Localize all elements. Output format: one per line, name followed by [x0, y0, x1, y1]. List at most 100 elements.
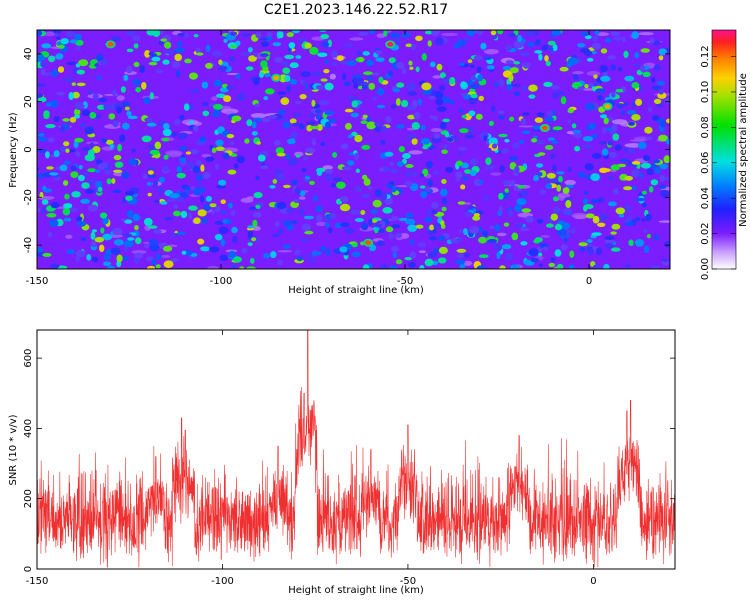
heatmap-cell	[291, 122, 301, 127]
heatmap-cell	[260, 37, 268, 41]
heatmap-cell	[135, 86, 142, 93]
heatmap-cell	[401, 99, 409, 108]
heatmap-cell	[124, 106, 130, 111]
heatmap-cell	[586, 57, 594, 62]
heatmap-cell	[76, 216, 83, 222]
heatmap-cell	[303, 215, 314, 220]
heatmap-cell	[535, 163, 544, 168]
heatmap-cell	[395, 98, 401, 106]
heatmap-cell	[469, 226, 480, 234]
heatmap-cell	[126, 110, 132, 117]
heatmap-cell	[401, 32, 411, 38]
heatmap-cell	[163, 260, 174, 269]
heatmap-cell	[460, 93, 467, 97]
heatmap-cell	[246, 196, 255, 200]
heatmap-cell	[517, 34, 522, 43]
heatmap-cell	[505, 60, 514, 64]
heatmap-cell	[406, 105, 417, 111]
heatmap-cell	[420, 124, 426, 131]
heatmap-cell	[498, 116, 505, 120]
heatmap-cell	[287, 158, 299, 166]
heatmap-cell	[510, 179, 516, 187]
heatmap-cell	[329, 212, 337, 219]
heatmap-cell	[483, 135, 488, 142]
heatmap-cell	[545, 183, 552, 190]
heatmap-cell	[178, 157, 187, 163]
heatmap-cell	[579, 239, 588, 244]
heatmap-cell	[88, 179, 97, 185]
heatmap-cell	[658, 55, 664, 61]
heatmap-cell	[344, 43, 354, 48]
heatmap-cell	[291, 179, 298, 185]
heatmap-cell	[179, 145, 187, 152]
heatmap-cell	[132, 35, 141, 42]
heatmap-cell	[508, 32, 516, 38]
heatmap-cell	[342, 72, 347, 81]
heatmap-cell	[441, 179, 447, 184]
heatmap-cell	[497, 245, 502, 251]
heatmap-x-tick-label: 0	[586, 276, 592, 287]
heatmap-cell	[420, 138, 431, 145]
heatmap-cell	[573, 132, 582, 139]
heatmap-cell	[439, 72, 446, 79]
heatmap-cell	[659, 163, 668, 170]
heatmap-cell	[219, 87, 229, 93]
heatmap-cell	[169, 233, 180, 237]
heatmap-cell	[411, 43, 416, 50]
heatmap-cell	[567, 57, 578, 66]
heatmap-cell	[260, 60, 268, 68]
heatmap-cell	[289, 118, 297, 124]
heatmap-cell	[173, 204, 178, 209]
heatmap-cell	[75, 39, 84, 46]
heatmap-cell	[241, 33, 251, 37]
heatmap-cell	[159, 30, 164, 36]
heatmap-cell	[380, 125, 387, 133]
heatmap-cell	[374, 189, 382, 197]
heatmap-cell	[42, 188, 52, 193]
heatmap-cell	[550, 257, 556, 262]
heatmap-cell	[457, 201, 466, 205]
heatmap-cell	[127, 237, 135, 241]
heatmap-cell	[532, 125, 541, 130]
heatmap-cell	[154, 141, 162, 150]
heatmap-cell	[424, 258, 434, 267]
heatmap-cell	[372, 72, 380, 76]
heatmap-cell	[588, 123, 597, 130]
heatmap-cell	[48, 219, 59, 228]
heatmap-hotspot	[387, 42, 394, 47]
heatmap-cell	[197, 238, 205, 245]
heatmap-cell	[514, 204, 523, 213]
heatmap-cell	[133, 257, 140, 264]
heatmap-cell	[148, 239, 158, 246]
heatmap-cell	[126, 65, 133, 74]
heatmap-cell	[201, 81, 209, 89]
heatmap-cell	[275, 173, 285, 181]
heatmap-cell	[38, 133, 45, 137]
snr-x-tick-label: 0	[590, 576, 596, 587]
heatmap-cell	[439, 188, 448, 197]
heatmap-cell	[102, 217, 109, 225]
heatmap-cell	[535, 39, 541, 46]
heatmap-cell	[340, 196, 349, 203]
heatmap-cell	[362, 51, 370, 56]
heatmap-cell	[218, 179, 227, 186]
heatmap-cell	[318, 100, 330, 106]
heatmap-cell	[112, 120, 119, 128]
heatmap-cell	[514, 165, 520, 174]
heatmap-cell	[103, 252, 111, 261]
heatmap-cell	[545, 60, 551, 67]
heatmap-cell	[455, 259, 466, 265]
heatmap-cell	[623, 186, 633, 191]
heatmap-x-tick-label: -150	[26, 276, 49, 287]
heatmap-cell	[546, 172, 556, 179]
heatmap-cell	[520, 189, 528, 198]
heatmap-cell	[315, 214, 323, 222]
heatmap-cell	[474, 30, 480, 34]
heatmap-cell	[347, 160, 355, 166]
heatmap-cell	[432, 115, 438, 122]
heatmap-cell	[382, 166, 391, 173]
heatmap-cell	[87, 89, 93, 95]
heatmap-cell	[263, 253, 270, 259]
heatmap-cell	[419, 185, 426, 189]
heatmap-cell	[597, 197, 605, 203]
